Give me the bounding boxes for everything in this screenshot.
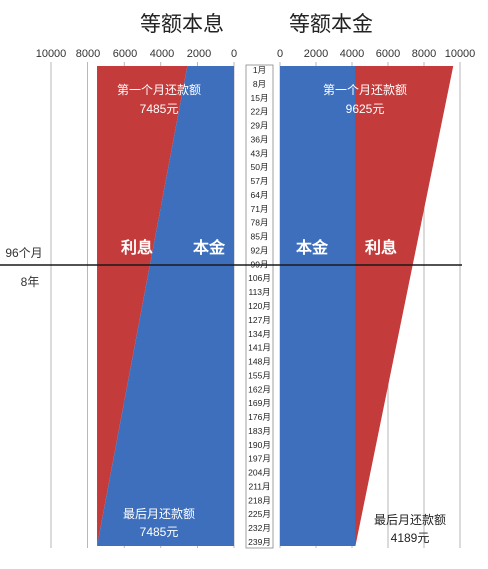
month-tick-label: 57月 [251,176,269,186]
month-tick-label: 15月 [251,93,269,103]
month-tick-label: 190月 [248,440,271,450]
right-chart-title: 等额本金 [289,13,373,36]
month-tick-label: 148月 [248,357,271,367]
month-tick-label: 141月 [248,343,271,353]
month-axis: 1月 8月 15月 22月 29月 36月 43月 50月 57月 64月 71月 78月 85月 92月… [248,65,271,547]
left-x-tick: 2000 [187,48,211,60]
left-last-payment-value: 7485元 [140,525,179,539]
month-tick-label: 43月 [251,148,269,158]
month-tick-label: 113月 [248,287,270,297]
left-x-tick: 8000 [76,48,100,60]
right-x-tick: 4000 [340,48,364,60]
month-tick-label: 8月 [253,79,266,89]
month-tick-label: 50月 [251,162,269,172]
month-tick-label: 64月 [251,190,269,200]
left-last-payment-label: 最后月还款额 [123,507,195,521]
left-chart-title: 等额本息 [140,13,224,36]
right-x-tick: 6000 [376,48,400,60]
right-x-tick: 10000 [445,48,476,60]
month-tick-label: 36月 [251,134,269,144]
month-tick-label: 225月 [248,509,271,519]
month-tick-label: 92月 [251,246,269,256]
month-tick-label: 78月 [251,218,269,228]
left-x-tick: 10000 [36,48,67,60]
month-tick-label: 169月 [248,398,271,408]
month-tick-label: 197月 [248,454,271,464]
right-x-tick: 0 [277,48,283,60]
left-principal-area [97,66,234,546]
month-tick-label: 155月 [248,370,271,380]
left-first-payment-value: 7485元 [140,102,179,116]
left-x-tick: 0 [231,48,237,60]
month-tick-label: 134月 [248,329,271,339]
marker-label: 96个月 [5,246,42,260]
month-tick-label: 183月 [248,426,271,436]
month-tick-label: 218月 [248,495,271,505]
marker-sublabel: 8年 [21,275,40,289]
right-x-tick: 2000 [304,48,328,60]
month-tick-label: 162月 [248,384,271,394]
month-tick-label: 127月 [248,315,271,325]
right-interest-area [355,66,454,546]
left-interest-area [97,66,188,546]
left-x-axis: 10000 8000 6000 4000 2000 0 [36,48,237,60]
month-tick-label: 29月 [251,121,269,131]
month-tick-label: 211月 [248,482,270,492]
right-last-payment-value: 4189元 [391,531,430,545]
right-interest-label: 利息 [365,238,397,257]
month-tick-label: 204月 [248,468,271,478]
month-axis-strip [245,64,274,549]
month-tick-label: 22月 [251,107,269,117]
left-principal-label: 本金 [193,238,226,257]
right-x-tick: 8000 [412,48,436,60]
left-first-payment-label: 第一个月还款额 [117,83,201,97]
month-tick-label: 106月 [248,273,271,283]
right-first-payment-value: 9625元 [346,102,385,116]
right-first-payment-label: 第一个月还款额 [323,83,407,97]
right-x-axis: 0 2000 4000 6000 8000 10000 [277,48,475,60]
month-tick-label: 71月 [251,204,269,214]
month-tick-label: 1月 [253,65,266,75]
month-tick-label: 120月 [248,301,271,311]
right-last-payment-label: 最后月还款额 [374,513,446,527]
month-tick-label: 85月 [251,232,269,242]
left-interest-label: 利息 [121,238,153,257]
right-principal-label: 本金 [296,238,329,257]
month-tick-label: 239月 [248,537,271,547]
right-principal-area [280,66,356,546]
left-x-tick: 4000 [150,48,174,60]
month-tick-label: 232月 [248,523,271,533]
left-x-tick: 6000 [113,48,137,60]
month-tick-label: 176月 [248,412,271,422]
